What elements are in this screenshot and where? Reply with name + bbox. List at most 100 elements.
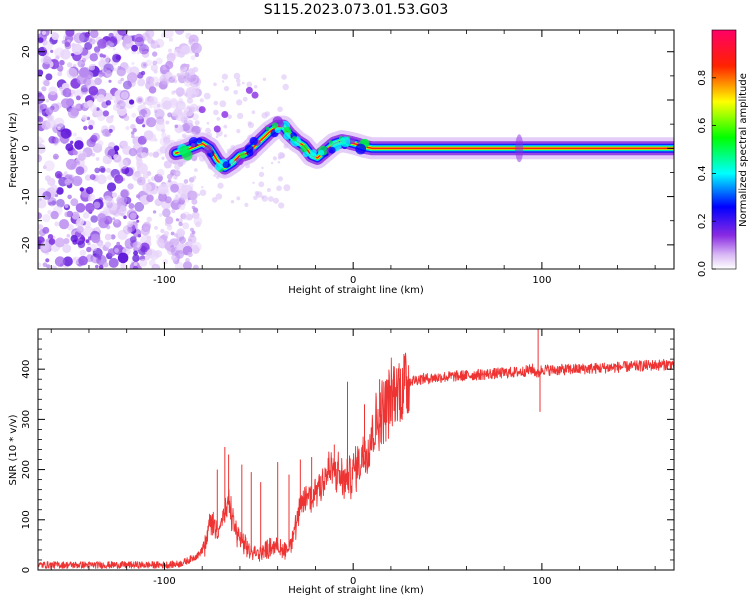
noise-speck <box>100 167 106 173</box>
noise-speck <box>75 203 86 213</box>
noise-speck <box>75 166 85 175</box>
noise-speck <box>116 241 121 246</box>
noise-speck <box>188 190 198 201</box>
noise-speck <box>38 92 45 104</box>
snr-y-axis-label: SNR (10 * v/v) <box>8 414 19 485</box>
noise-speck <box>233 90 238 95</box>
colorbar-ticks: 0.0 0.2 0.4 0.6 0.8 <box>697 70 716 277</box>
noise-speck <box>81 115 88 121</box>
noise-speck <box>57 126 61 130</box>
noise-speck <box>155 234 161 240</box>
noise-speck <box>56 198 65 208</box>
noise-speck <box>120 189 129 198</box>
noise-speck <box>95 264 99 269</box>
noise-speck <box>177 218 183 224</box>
snr-x-tick-label-1: 0 <box>350 576 356 587</box>
noise-speck <box>81 57 87 63</box>
noise-speck <box>142 221 152 230</box>
noise-speck <box>173 197 179 204</box>
noise-speck <box>89 53 99 62</box>
noise-speck <box>89 174 96 180</box>
noise-speck <box>146 248 157 259</box>
noise-speck <box>169 247 176 253</box>
snr-y-tick-label-1: 100 <box>21 510 32 529</box>
noise-speck <box>211 197 218 203</box>
noise-speck <box>83 125 88 131</box>
noise-speck <box>183 179 189 184</box>
noise-speck <box>103 262 109 268</box>
ridge-stray-blob <box>251 91 259 99</box>
noise-speck <box>241 81 245 85</box>
noise-speck <box>188 68 196 76</box>
noise-speck <box>98 71 104 78</box>
noise-speck <box>130 131 135 135</box>
noise-speck <box>113 154 119 160</box>
noise-speck <box>180 213 187 220</box>
noise-speck <box>183 261 192 269</box>
noise-speck <box>42 262 48 268</box>
spectrogram-y-tick-label-4: 20 <box>21 45 32 58</box>
ridge-blob <box>355 143 367 155</box>
ridge-blob <box>204 144 213 154</box>
ridge-blob <box>328 146 336 154</box>
noise-speck <box>153 266 158 269</box>
noise-speck <box>113 67 117 72</box>
noise-speck <box>42 191 52 200</box>
noise-speck <box>156 103 161 108</box>
noise-speck <box>139 259 148 267</box>
noise-speck <box>124 167 134 177</box>
noise-speck <box>60 128 71 139</box>
noise-speck <box>254 191 260 196</box>
noise-speck <box>132 254 140 262</box>
noise-speck <box>103 68 107 72</box>
noise-speck <box>86 186 94 195</box>
noise-speck <box>181 185 188 192</box>
noise-speck <box>64 41 71 48</box>
snr-series-line <box>38 352 674 569</box>
noise-speck <box>167 247 173 252</box>
noise-speck <box>38 198 47 209</box>
noise-speck <box>117 79 123 85</box>
noise-speck <box>277 156 282 160</box>
noise-speck <box>67 62 73 68</box>
noise-speck <box>43 40 53 51</box>
noise-speck <box>104 70 113 78</box>
noise-speck <box>136 96 144 104</box>
noise-speck <box>279 152 286 159</box>
noise-speck <box>118 159 129 170</box>
noise-speck <box>174 124 179 129</box>
noise-speck <box>90 215 98 223</box>
noise-speck <box>136 176 146 186</box>
noise-speck <box>50 184 58 192</box>
noise-speck <box>76 161 81 166</box>
noise-speck <box>162 208 171 218</box>
noise-speck <box>47 210 52 215</box>
noise-speck <box>154 250 162 258</box>
noise-speck <box>262 77 267 82</box>
noise-speck <box>183 119 188 124</box>
noise-speck <box>277 176 283 182</box>
noise-speck <box>261 166 264 170</box>
noise-speck <box>130 212 137 220</box>
noise-speck <box>38 229 46 237</box>
noise-speck <box>88 124 94 130</box>
noise-speck <box>112 217 116 221</box>
noise-speck <box>253 85 258 89</box>
noise-speck <box>96 174 107 185</box>
noise-speck <box>93 201 101 209</box>
noise-speck <box>43 160 55 172</box>
noise-speck <box>191 205 196 210</box>
noise-speck <box>73 257 77 261</box>
noise-speck <box>66 67 78 79</box>
noise-speck <box>112 53 121 63</box>
noise-speck <box>77 240 86 249</box>
noise-speck <box>181 133 187 139</box>
noise-speck <box>97 38 108 49</box>
noise-speck <box>127 183 134 190</box>
ridge-stray-blob <box>245 86 253 94</box>
noise-speck <box>134 36 145 47</box>
noise-speck <box>40 241 50 251</box>
noise-speck <box>42 226 50 234</box>
noise-speck <box>70 89 76 95</box>
noise-speck <box>86 116 91 121</box>
